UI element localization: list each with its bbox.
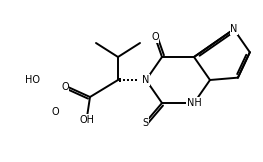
Text: N: N (142, 75, 150, 85)
Text: NH: NH (187, 98, 201, 108)
Text: OH: OH (79, 115, 94, 125)
Text: HO: HO (26, 75, 41, 85)
Text: O: O (51, 107, 59, 117)
Text: N: N (230, 24, 237, 34)
Text: O: O (61, 82, 69, 92)
Text: S: S (142, 118, 148, 128)
Text: O: O (151, 32, 159, 42)
